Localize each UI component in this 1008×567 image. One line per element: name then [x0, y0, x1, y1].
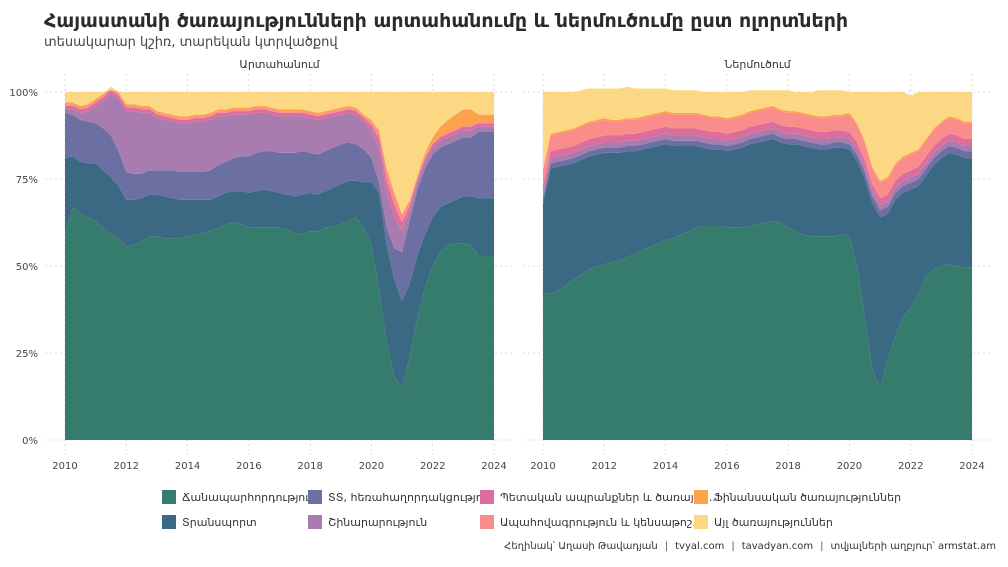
legend-item-transport: Տրանսպորտ	[162, 515, 257, 529]
x-tick-label: 2010	[52, 461, 77, 472]
x-tick-label: 2016	[236, 461, 261, 472]
area-travel	[65, 206, 494, 440]
area-insurance	[543, 107, 972, 199]
legend-swatch	[694, 490, 708, 504]
legend-label: Շինարարություն	[328, 515, 428, 529]
panel-title: Ներմուծում	[724, 58, 791, 71]
x-tick-label: 2024	[959, 461, 984, 472]
caption-site-1[interactable]: tvyal.com	[675, 541, 725, 552]
legend-label: Տրանսպորտ	[182, 515, 257, 529]
legend-swatch	[480, 515, 494, 529]
legend-label: ՏՏ, հեռահաղորդակցություն	[328, 490, 495, 504]
legend-label: Պետական ապրանքներ և ծառայու...	[500, 490, 716, 504]
x-tick-label: 2022	[898, 461, 923, 472]
legend-swatch	[308, 515, 322, 529]
y-tick-label: 0%	[22, 436, 38, 447]
x-tick-label: 2012	[592, 461, 617, 472]
legend-item-travel: Ճանապարհորդություն	[162, 490, 317, 504]
area-travel	[543, 220, 972, 440]
area-transport	[65, 156, 494, 388]
chart-title: Հայաստանի ծառայությունների արտահանումը և…	[44, 10, 849, 32]
legend-item-other: Այլ ծառայություններ	[694, 515, 833, 529]
legend-item-ict: ՏՏ, հեռահաղորդակցություն	[308, 490, 494, 504]
legend-item-financial: Ֆինանսական ծառայություններ	[694, 490, 901, 504]
caption-author: Հեղինակ՝ Աղասի Թավադյան	[504, 541, 658, 552]
y-tick-label: 25%	[16, 349, 38, 360]
legend-label: Ճանապարհորդություն	[182, 490, 318, 504]
legend-swatch	[308, 490, 322, 504]
y-tick-label: 75%	[16, 175, 38, 186]
chart-canvas: Արտահանում 0% 25% 50% 75% 100% 2010 2012 2014 201…	[9, 58, 992, 472]
y-tick-label: 100%	[9, 88, 38, 99]
legend-item-government: Պետական ապրանքներ և ծառայու...	[480, 490, 716, 504]
legend-label: Ֆինանսական ծառայություններ	[714, 490, 902, 504]
x-tick-label: 2024	[481, 461, 506, 472]
x-tick-label: 2020	[837, 461, 862, 472]
area-other	[65, 86, 494, 214]
y-tick-label: 50%	[16, 262, 38, 273]
x-tick-label: 2018	[297, 461, 322, 472]
legend-swatch	[162, 490, 176, 504]
x-tick-label: 2018	[775, 461, 800, 472]
legend-label: Այլ ծառայություններ	[714, 515, 833, 529]
x-tick-label: 2020	[359, 461, 384, 472]
caption-site-2[interactable]: tavadyan.com	[741, 541, 814, 552]
area-other	[543, 86, 972, 181]
panel-1: Արտահանում 0% 25% 50% 75% 100% 2010 2012 2014 201…	[9, 58, 514, 472]
chart-subtitle: տեսակարար կշիռ, տարեկան կտրվածքով	[44, 35, 338, 50]
x-tick-label: 2010	[530, 461, 555, 472]
legend-swatch	[162, 515, 176, 529]
legend-swatch	[694, 515, 708, 529]
legend-swatch	[480, 490, 494, 504]
caption: Հեղինակ՝ Աղասի Թավադյան | tvyal.com | tavady…	[504, 541, 996, 552]
area-construction	[65, 93, 494, 253]
x-tick-label: 2016	[714, 461, 739, 472]
legend-item-insurance: Ապահովագրություն և կենսաթոշ...	[480, 515, 703, 529]
panel-title: Արտահանում	[239, 58, 320, 71]
legend-item-construction: Շինարարություն	[308, 515, 427, 529]
x-tick-label: 2014	[653, 461, 678, 472]
area-transport	[543, 138, 972, 388]
x-tick-label: 2022	[420, 461, 445, 472]
panel-2: Ներմուծում 2010 2012 2014 2016 2018 2020 2022 20…	[523, 58, 992, 472]
x-tick-label: 2014	[175, 461, 200, 472]
legend-label: Ապահովագրություն և կենսաթոշ...	[500, 515, 703, 529]
caption-source: տվյալների աղբյուր՝ armstat.am	[830, 541, 996, 552]
x-tick-label: 2012	[114, 461, 139, 472]
